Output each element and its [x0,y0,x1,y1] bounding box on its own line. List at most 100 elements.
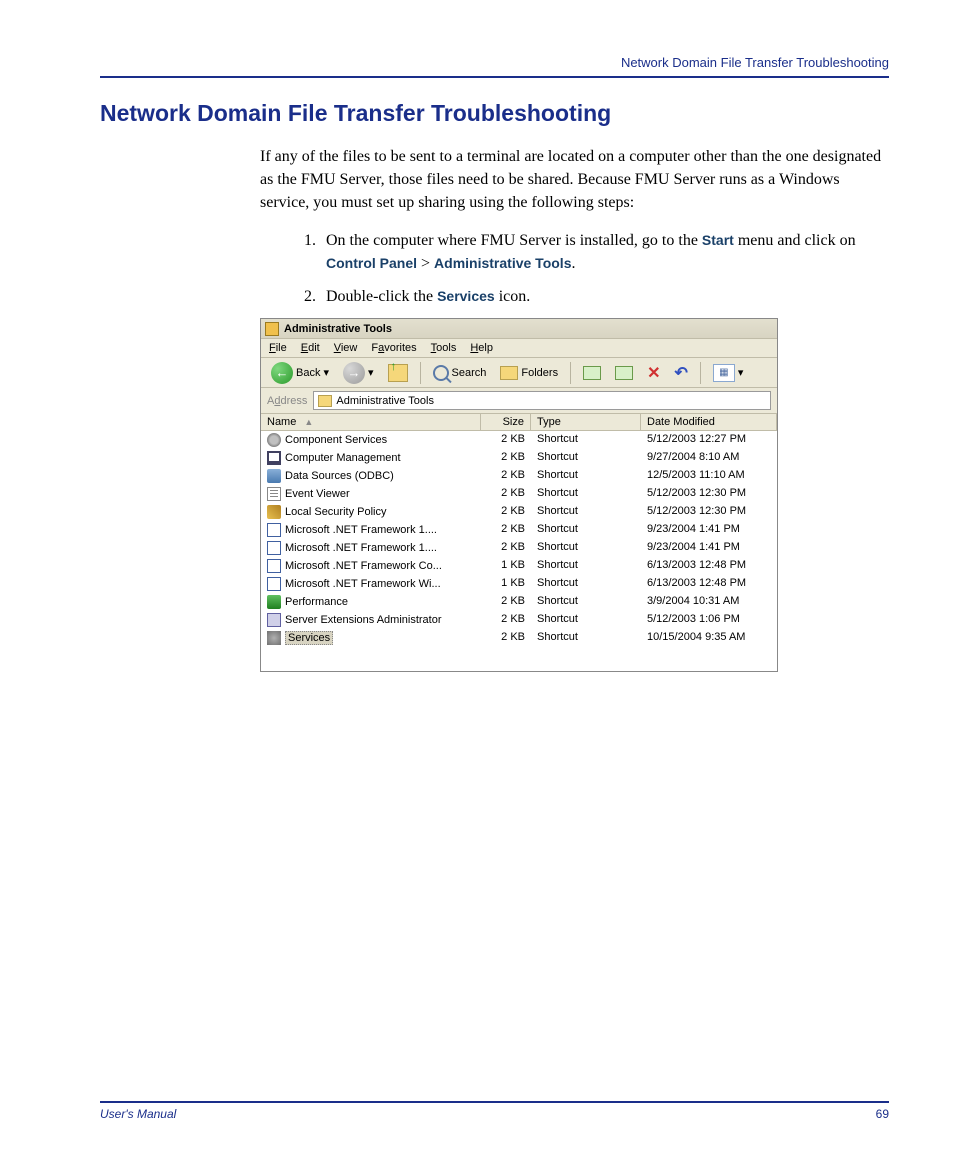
titlebar[interactable]: Administrative Tools [261,319,777,339]
file-name: Local Security Policy [285,506,387,518]
file-row[interactable]: Services2 KBShortcut10/15/2004 9:35 AM [261,629,777,647]
file-date: 5/12/2003 12:27 PM [641,432,777,448]
file-type: Shortcut [531,522,641,538]
file-size: 2 KB [481,504,531,520]
file-row[interactable]: Performance2 KBShortcut3/9/2004 10:31 AM [261,593,777,611]
folder-up-icon [388,364,408,382]
file-row[interactable]: Component Services 2 KBShortcut5/12/2003 … [261,431,777,449]
file-row[interactable]: Server Extensions Administrator2 KBShort… [261,611,777,629]
file-row[interactable]: Event Viewer2 KBShortcut5/12/2003 12:30 … [261,485,777,503]
file-name: Microsoft .NET Framework 1.... [285,542,437,554]
intro-paragraph: If any of the files to be sent to a term… [260,145,889,215]
forward-button[interactable]: → ▾ [338,360,379,386]
address-field[interactable]: Administrative Tools [313,391,771,410]
step1-text-a: On the computer where FMU Server is inst… [326,232,702,249]
separator [700,362,701,384]
file-row[interactable]: Microsoft .NET Framework Co... 1 KBShortc… [261,557,777,575]
file-name: Microsoft .NET Framework Co... [285,560,442,572]
sort-asc-icon: ▲ [304,417,313,427]
file-date: 5/12/2003 12:30 PM [641,486,777,502]
file-name: Data Sources (ODBC) [285,470,394,482]
col-date-header[interactable]: Date Modified [641,414,777,430]
file-date: 6/13/2003 12:48 PM [641,576,777,592]
footer-left: User's Manual [100,1107,176,1121]
file-size: 2 KB [481,522,531,538]
running-head: Network Domain File Transfer Troubleshoo… [100,55,889,78]
file-type: Shortcut [531,450,641,466]
moveto-icon [583,366,601,380]
folders-label: Folders [521,367,558,379]
folders-icon [500,366,518,380]
file-type: Shortcut [531,576,641,592]
file-name: Performance [285,596,348,608]
ui-start: Start [702,232,734,248]
search-button[interactable]: Search [428,363,492,383]
file-row[interactable]: Microsoft .NET Framework 1.... 2 KBShortc… [261,539,777,557]
menu-tools[interactable]: Tools [431,342,457,354]
step-2: Double-click the Services icon. [320,285,889,308]
address-value: Administrative Tools [336,395,434,407]
file-row[interactable]: Local Security Policy2 KBShortcut5/12/20… [261,503,777,521]
file-list: Component Services2 KBShortcut5/12/2003 … [261,431,777,671]
file-icon [267,469,281,483]
file-type: Shortcut [531,594,641,610]
file-icon [267,451,281,465]
col-type-header[interactable]: Type [531,414,641,430]
file-size: 2 KB [481,540,531,556]
menu-favorites[interactable]: Favorites [371,342,416,354]
admin-tools-window: Administrative Tools File Edit View Favo… [260,318,778,672]
menu-help[interactable]: Help [470,342,493,354]
window-title: Administrative Tools [284,323,392,335]
col-name-header[interactable]: Name▲ [261,414,481,430]
views-button[interactable]: ▦▾ [708,362,749,384]
file-name: Microsoft .NET Framework Wi... [285,578,441,590]
file-type: Shortcut [531,540,641,556]
file-icon [267,595,281,609]
delete-button[interactable]: ✕ [642,361,665,385]
moveto-button[interactable] [578,364,606,382]
chevron-down-icon: ▾ [368,366,374,379]
undo-button[interactable]: ↶ [669,361,692,385]
file-row[interactable]: Computer Management2 KBShortcut9/27/2004… [261,449,777,467]
file-icon [267,577,281,591]
file-type: Shortcut [531,504,641,520]
folder-icon [318,395,332,407]
file-icon [267,559,281,573]
up-button[interactable] [383,362,413,384]
file-name: Component Services [285,434,387,446]
views-icon: ▦ [713,364,735,382]
menu-view[interactable]: View [334,342,358,354]
file-icon [267,631,281,645]
file-type: Shortcut [531,558,641,574]
step1-text-c: . [571,255,575,272]
address-bar: Address Administrative Tools [261,388,777,414]
menu-file[interactable]: File [269,342,287,354]
file-size: 2 KB [481,432,531,448]
col-size-header[interactable]: Size [481,414,531,430]
file-icon [267,613,281,627]
file-row[interactable]: Microsoft .NET Framework Wi...1 KBShortc… [261,575,777,593]
search-icon [433,365,449,381]
file-row[interactable]: Data Sources (ODBC)2 KBShortcut12/5/2003… [261,467,777,485]
file-date: 5/12/2003 1:06 PM [641,612,777,628]
back-button[interactable]: ← Back ▾ [266,360,334,386]
file-type: Shortcut [531,432,641,448]
file-icon [267,487,281,501]
file-row[interactable]: Microsoft .NET Framework 1....2 KBShortc… [261,521,777,539]
file-size: 1 KB [481,558,531,574]
file-name: Computer Management [285,452,401,464]
delete-icon: ✕ [647,363,660,383]
copyto-button[interactable] [610,364,638,382]
folders-button[interactable]: Folders [495,364,563,382]
menu-edit[interactable]: Edit [301,342,320,354]
file-size: 2 KB [481,450,531,466]
file-icon [267,523,281,537]
search-label: Search [452,367,487,379]
file-date: 10/15/2004 9:35 AM [641,630,777,646]
file-date: 6/13/2003 12:48 PM [641,558,777,574]
file-size: 2 KB [481,594,531,610]
menubar: File Edit View Favorites Tools Help [261,339,777,358]
page-title: Network Domain File Transfer Troubleshoo… [100,100,889,127]
page-number: 69 [876,1107,889,1121]
file-type: Shortcut [531,630,641,646]
